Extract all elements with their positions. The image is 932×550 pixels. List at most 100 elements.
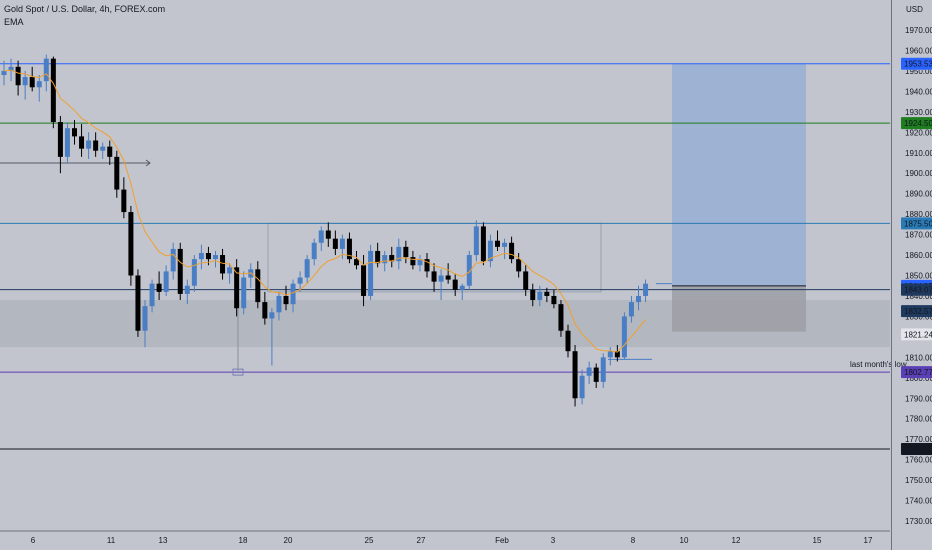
y-tick-label: 1880.00 (905, 210, 932, 219)
candle-body (346, 238, 352, 260)
y-tick-label: 1840.00 (905, 292, 932, 301)
x-tick-label: Feb (495, 536, 509, 545)
candle-body (459, 285, 465, 290)
candle-body (487, 240, 493, 262)
price-tag: 1821.24 (904, 330, 932, 339)
candle-body (361, 265, 367, 296)
candle-body (551, 295, 557, 305)
candle-body (234, 267, 240, 309)
level-price-tag: 1802.77 (904, 368, 932, 377)
y-tick-label: 1930.00 (905, 108, 932, 117)
y-tick-label: 1950.00 (905, 67, 932, 76)
candle-body (396, 246, 402, 262)
level-price-tag-bg (901, 117, 932, 130)
candle-body (431, 271, 437, 282)
candle-body (509, 242, 515, 260)
candle-body (516, 259, 522, 272)
currency-label[interactable]: USD (906, 5, 923, 14)
candle-body (269, 312, 275, 319)
candle-body (135, 275, 141, 331)
candle-body (290, 283, 296, 305)
y-tick-label: 1730.00 (905, 517, 932, 526)
candle-body (100, 146, 106, 151)
y-tick-label: 1740.00 (905, 497, 932, 506)
candle-body (600, 357, 606, 382)
candle-body (375, 250, 381, 264)
level-price-tag-bg (901, 283, 932, 296)
candle-body (198, 252, 204, 260)
candle-body (283, 295, 289, 305)
candle-body (297, 277, 303, 284)
candle-body (558, 304, 564, 331)
x-tick-label: 13 (159, 536, 168, 545)
y-tick-label: 1790.00 (905, 394, 932, 403)
candle-body (565, 330, 571, 352)
candle-body (417, 259, 423, 266)
level-price-tag-bg (901, 217, 932, 230)
candle-body (607, 351, 613, 358)
indicator-label[interactable]: EMA (4, 17, 24, 27)
candle-body (325, 230, 331, 239)
candle-body (156, 283, 162, 292)
candle-body (495, 240, 500, 247)
y-tick-label: 1760.00 (905, 456, 932, 465)
candle-body (382, 255, 388, 264)
y-tick-label: 1870.00 (905, 231, 932, 240)
price-tag: 1832.57 (904, 307, 932, 316)
candle-body (213, 255, 218, 260)
candle-body (593, 367, 599, 382)
candle-body (586, 367, 592, 376)
candle-body (142, 306, 148, 331)
x-tick-label: 8 (631, 536, 636, 545)
candle-body (149, 283, 155, 307)
y-tick-label: 1750.00 (905, 476, 932, 485)
price-tag-bg (901, 328, 932, 341)
candle-body (354, 259, 359, 266)
candle-body (177, 248, 183, 294)
candle-body (8, 66, 14, 71)
x-tick-label: 6 (31, 536, 36, 545)
candle-body (43, 58, 49, 82)
y-tick-label: 1900.00 (905, 169, 932, 178)
candle-body (410, 257, 416, 266)
candle-body (473, 226, 479, 256)
candle-body (311, 242, 317, 260)
level-price-tag-bg (901, 442, 932, 455)
x-tick-label: 17 (864, 536, 873, 545)
candle-body (72, 128, 77, 137)
level-price-tag-bg (901, 57, 932, 70)
candle-body (114, 156, 120, 190)
position-stop-zone (672, 285, 806, 332)
y-tick-label: 1920.00 (905, 128, 932, 137)
candle-body (15, 66, 21, 86)
candle-body (332, 238, 338, 249)
candle-body (86, 140, 92, 149)
candle-body (29, 77, 35, 88)
x-tick-label: 11 (107, 536, 116, 545)
candle-body (628, 302, 634, 317)
candle-body (643, 283, 649, 296)
y-tick-label: 1810.00 (905, 353, 932, 362)
x-tick-label: 12 (732, 536, 741, 545)
price-axis-border (891, 0, 892, 550)
candle-body (64, 128, 70, 157)
candle-body (530, 289, 536, 301)
candle-body (572, 351, 578, 399)
candle-body (191, 259, 197, 286)
candle-body (93, 140, 99, 151)
y-tick-label: 1910.00 (905, 149, 932, 158)
candle-body (79, 136, 85, 149)
x-tick-label: 25 (365, 536, 374, 545)
candle-body (57, 122, 63, 157)
position-target-zone (672, 63, 806, 286)
y-tick-label: 1770.00 (905, 435, 932, 444)
level-price-tag: 1924.50 (904, 119, 932, 128)
y-tick-label: 1960.00 (905, 46, 932, 55)
ema-line (3, 69, 646, 353)
level-annotation: last month's low (850, 360, 907, 369)
candle-body (452, 279, 458, 290)
candle-body (220, 255, 226, 274)
candle-body (241, 277, 247, 309)
